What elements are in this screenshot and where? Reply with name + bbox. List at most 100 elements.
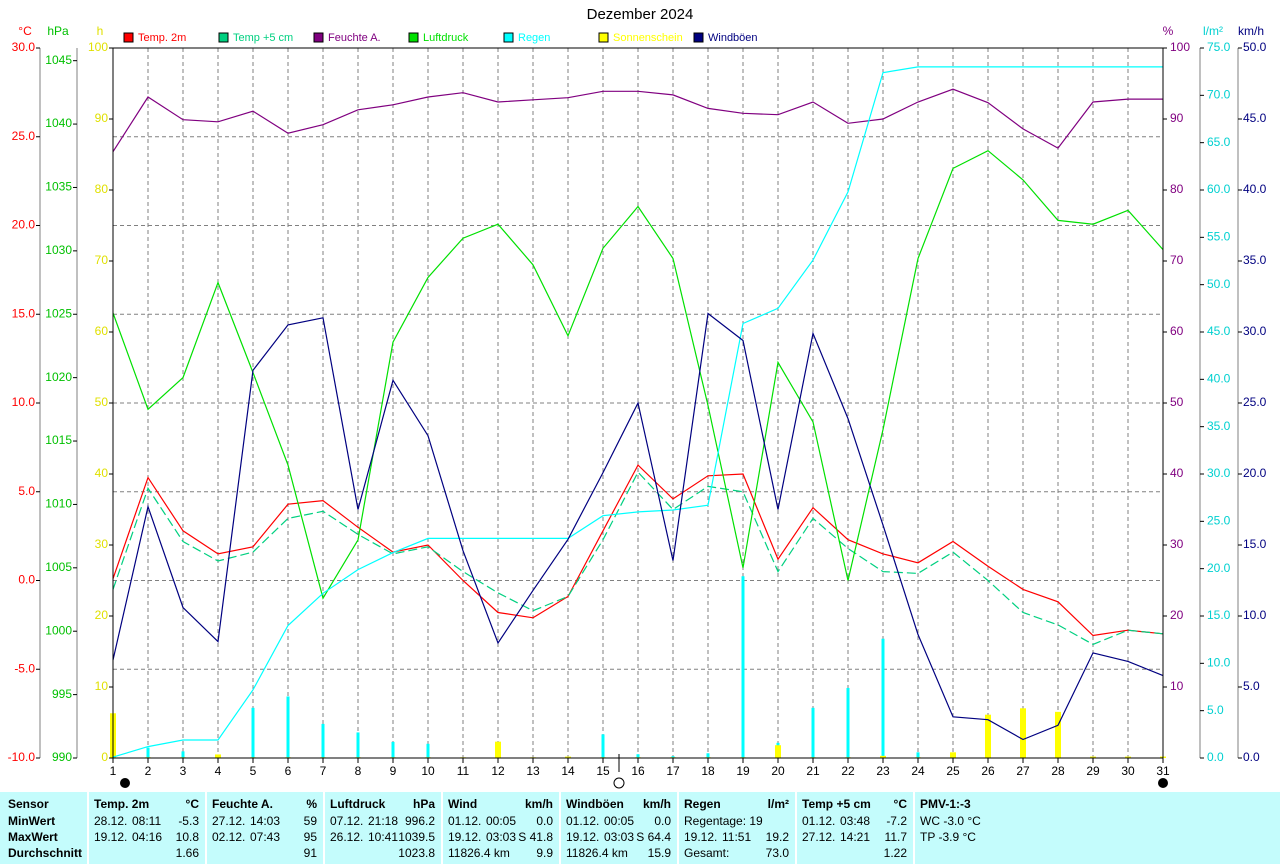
sunshine-bar (1020, 708, 1026, 758)
y-axis-unit: hPa (47, 24, 69, 38)
x-tick-label: 17 (666, 764, 680, 778)
y-tick-label: 30.0 (1207, 466, 1231, 480)
y-tick-label: 20 (95, 608, 109, 622)
block-title: Wind (448, 797, 477, 811)
cell-time: 14:03 (250, 814, 280, 828)
legend-label: Sonnenschein (613, 32, 683, 44)
cell-value: 11.7 (885, 830, 908, 844)
axes: 1 2 3 4 5 6 7 8 9 10 11 12 13 14 15 16 17 18 19 20 21 22 23 24 2… (8, 24, 1267, 778)
cell-date: 19.12. (566, 830, 599, 844)
x-tick-label: 12 (491, 764, 505, 778)
y-tick-label: 20 (1170, 608, 1184, 622)
rain-bar (636, 754, 640, 758)
y-tick-label: 10 (1170, 679, 1184, 693)
x-tick-label: 1 (110, 764, 117, 778)
block-title: Temp +5 cm (802, 797, 871, 811)
cell-time: 00:05 (486, 814, 516, 828)
series-line (112, 471, 1164, 646)
y-tick-label: 20.0 (1207, 561, 1231, 575)
y-axis-unit: % (1163, 24, 1174, 38)
block-unit: °C (894, 797, 908, 811)
cell-value: S 41.8 (518, 830, 553, 844)
block-title: Regen (684, 797, 721, 811)
x-tick-label: 29 (1086, 764, 1100, 778)
legend-label: Temp. 2m (138, 32, 186, 44)
y-tick-label: 40 (95, 466, 109, 480)
y-tick-label: 990 (52, 750, 72, 764)
y-tick-label: 50 (1170, 395, 1184, 409)
y-tick-label: 1015 (45, 433, 72, 447)
y-tick-label: 60 (1170, 324, 1184, 338)
series-line (112, 88, 1163, 153)
y-tick-label: 1010 (45, 497, 72, 511)
legend-label: Windböen (708, 32, 758, 44)
cell-date: 01.12. (566, 814, 599, 828)
x-tick-label: 6 (285, 764, 292, 778)
y-tick-label: 15.0 (1243, 537, 1267, 551)
y-tick-label: 70 (95, 253, 109, 267)
y-tick-label: 25.0 (1207, 514, 1231, 528)
rain-bar (181, 751, 185, 758)
cell-date: 27.12. (802, 830, 835, 844)
cell-time: 03:03 (486, 830, 516, 844)
cell-date: 02.12. (212, 830, 245, 844)
cell-date: 19.12. (94, 830, 127, 844)
cell-time: 00:05 (604, 814, 634, 828)
x-tick-label: 16 (631, 764, 645, 778)
cell-value: 59 (304, 814, 318, 828)
y-tick-label: 15.0 (1207, 608, 1231, 622)
y-tick-label: 45.0 (1207, 324, 1231, 338)
x-tick-label: 3 (180, 764, 187, 778)
y-tick-label: 60 (95, 324, 109, 338)
table-background (0, 792, 1280, 864)
y-tick-label: 1030 (45, 243, 72, 257)
cell-date: Regentage: 19 (684, 814, 763, 828)
series-line (112, 464, 1164, 637)
cell-date: 28.12. (94, 814, 127, 828)
x-tick-label: 31 (1156, 764, 1170, 778)
y-tick-label: 60.0 (1207, 182, 1231, 196)
cell-value: 1039.5 (398, 830, 435, 844)
y-tick-label: 80 (95, 182, 109, 196)
x-tick-label: 15 (596, 764, 610, 778)
bars (110, 576, 1166, 758)
lines (112, 66, 1164, 758)
y-tick-label: 30.0 (1243, 324, 1267, 338)
legend-label: Regen (518, 32, 550, 44)
y-axis-unit: km/h (1238, 24, 1264, 38)
y-tick-label: 0.0 (18, 573, 35, 587)
y-tick-label: -5.0 (14, 661, 35, 675)
cell-value: 10.8 (176, 830, 200, 844)
rain-bar (286, 696, 290, 758)
legend-swatch (313, 32, 324, 43)
block-unit: l/m² (768, 797, 789, 811)
sunshine-bar (775, 745, 781, 758)
y-tick-label: 50 (95, 395, 109, 409)
summary-table: Sensor MinWert MaxWert Durchschnitt Temp. 2m… (0, 792, 1280, 864)
cell-value: 73.0 (766, 846, 790, 860)
sunshine-bar (495, 741, 501, 758)
y-tick-label: 0.0 (1243, 750, 1260, 764)
y-tick-label: 25.0 (1243, 395, 1267, 409)
cell-time: 07:43 (250, 830, 280, 844)
y-tick-label: 1005 (45, 560, 72, 574)
x-tick-label: 22 (841, 764, 855, 778)
y-tick-label: 5.0 (1243, 679, 1260, 693)
sunshine-bar (880, 755, 886, 758)
y-tick-label: 15.0 (12, 306, 36, 320)
cell-value: 19.2 (766, 830, 790, 844)
row-label: MinWert (8, 814, 55, 828)
cell-value: -7.2 (886, 814, 907, 828)
cell-date: 19.12. (448, 830, 481, 844)
cell-time: 08:11 (132, 814, 161, 828)
y-tick-label: 90 (95, 111, 109, 125)
rain-bar (741, 576, 745, 758)
y-tick-label: 20.0 (1243, 466, 1267, 480)
y-tick-label: 1000 (45, 623, 72, 637)
y-tick-label: 30 (1170, 537, 1184, 551)
sunshine-bar (985, 714, 991, 758)
x-tick-label: 24 (911, 764, 925, 778)
rain-bar (601, 734, 605, 758)
sunshine-bar (215, 754, 221, 758)
